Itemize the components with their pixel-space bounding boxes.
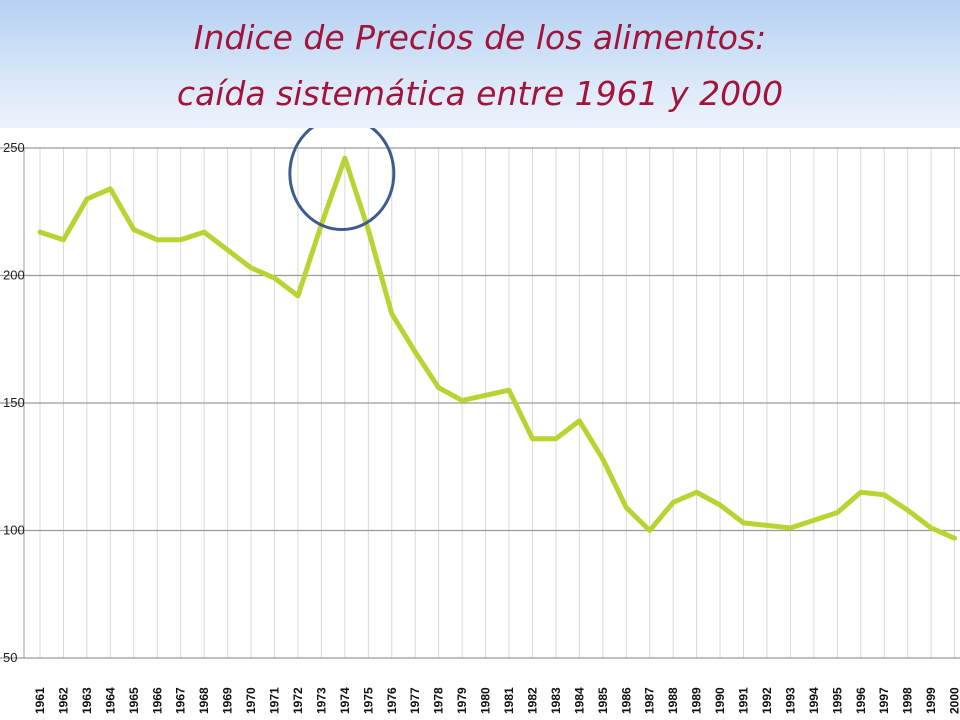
x-tick-label: 1979 <box>455 687 469 714</box>
x-tick-label: 1969 <box>221 687 235 714</box>
x-tick-label: 1970 <box>244 687 258 714</box>
data-point <box>413 349 418 355</box>
data-point <box>811 518 817 523</box>
x-tick-label: 1961 <box>33 687 47 714</box>
data-point <box>694 490 699 495</box>
chart-title-line-1: Indice de Precios de los alimentos: <box>193 18 767 57</box>
x-tick-label: 1997 <box>877 687 891 714</box>
x-tick-label: 1971 <box>268 687 282 714</box>
x-tick-label: 2000 <box>948 687 960 714</box>
x-tick-label: 1976 <box>385 687 399 714</box>
data-point <box>647 528 652 533</box>
data-point <box>764 523 770 528</box>
data-point <box>155 237 160 242</box>
x-tick-label: 1963 <box>80 687 94 714</box>
y-tick-label: 200 <box>3 268 25 283</box>
x-tick-label: 1967 <box>174 687 188 714</box>
data-point <box>858 490 863 495</box>
y-tick-label: 150 <box>3 395 25 410</box>
x-tick-label: 1975 <box>361 687 375 714</box>
data-point <box>483 393 488 398</box>
y-tick-label: 100 <box>3 523 25 538</box>
grid <box>0 147 960 659</box>
x-tick-label: 1988 <box>666 687 680 714</box>
title-banner: Indice de Precios de los alimentos: caíd… <box>0 0 960 128</box>
data-point <box>670 500 676 505</box>
x-tick-label: 1986 <box>619 687 633 714</box>
data-point <box>905 507 910 513</box>
y-tick-label: 250 <box>3 140 25 155</box>
x-tick-label: 1962 <box>56 687 70 714</box>
highlight-circle <box>288 128 396 231</box>
x-tick-label: 1991 <box>737 687 751 714</box>
x-tick-label: 1966 <box>150 687 164 714</box>
x-tick-labels: 1961 1962 1963 1964 1965 1966 1967 1968 1969 1970… <box>33 687 960 714</box>
x-tick-label: 1994 <box>807 687 821 714</box>
x-tick-label: 1984 <box>572 687 586 714</box>
data-point <box>84 196 90 202</box>
data-point <box>178 237 183 242</box>
x-tick-label: 1996 <box>854 687 868 714</box>
data-point <box>37 229 43 235</box>
x-tick-label: 1964 <box>103 687 117 714</box>
y-tick-labels: 50 100 150 200 250 <box>3 140 25 665</box>
data-point <box>225 247 230 253</box>
x-tick-label: 1993 <box>783 687 797 714</box>
series-line <box>37 155 958 541</box>
data-point <box>835 510 840 515</box>
series-layer <box>37 155 958 541</box>
data-point <box>600 456 605 462</box>
x-tick-label: 1998 <box>901 687 915 714</box>
x-tick-label: 1990 <box>713 687 727 714</box>
x-tick-label: 1983 <box>549 687 563 714</box>
data-point <box>131 227 136 232</box>
x-tick-label: 1974 <box>338 687 352 714</box>
data-points <box>37 156 957 541</box>
data-point <box>295 293 301 299</box>
data-point <box>366 227 371 232</box>
data-point <box>506 388 512 393</box>
data-point <box>624 505 629 510</box>
data-point <box>882 492 887 497</box>
x-tick-label: 1995 <box>830 687 844 714</box>
data-point <box>459 398 465 403</box>
x-tick-label: 1985 <box>596 687 610 714</box>
x-tick-label: 1972 <box>291 687 305 714</box>
data-point <box>389 311 394 316</box>
data-point <box>108 186 113 191</box>
data-point <box>272 275 277 281</box>
x-tick-label: 1965 <box>127 687 141 714</box>
x-tick-label: 1999 <box>924 687 938 714</box>
data-point <box>248 265 254 271</box>
x-tick-label: 1973 <box>314 687 328 714</box>
data-point <box>577 418 582 424</box>
data-point <box>928 525 934 531</box>
data-point <box>788 525 793 531</box>
x-tick-label: 1977 <box>408 687 422 714</box>
data-point <box>201 229 207 235</box>
data-point <box>61 237 66 242</box>
x-tick-label: 1992 <box>760 687 774 714</box>
x-tick-label: 1987 <box>643 687 657 714</box>
x-tick-label: 1981 <box>502 687 516 714</box>
x-tick-label: 1989 <box>690 687 704 714</box>
x-tick-label: 1980 <box>479 687 493 714</box>
data-point <box>952 535 957 541</box>
data-point <box>717 502 723 508</box>
data-point <box>530 436 535 441</box>
data-point <box>342 156 348 161</box>
data-point <box>553 436 559 441</box>
data-point <box>741 520 746 526</box>
x-tick-label: 1982 <box>525 687 539 714</box>
data-point <box>436 385 441 390</box>
x-tick-label: 1978 <box>432 687 446 714</box>
x-tick-label: 1968 <box>197 687 211 714</box>
y-tick-label: 50 <box>3 650 17 665</box>
chart-title-line-2: caída sistemática entre 1961 y 2000 <box>176 74 784 113</box>
annotations <box>288 128 396 231</box>
